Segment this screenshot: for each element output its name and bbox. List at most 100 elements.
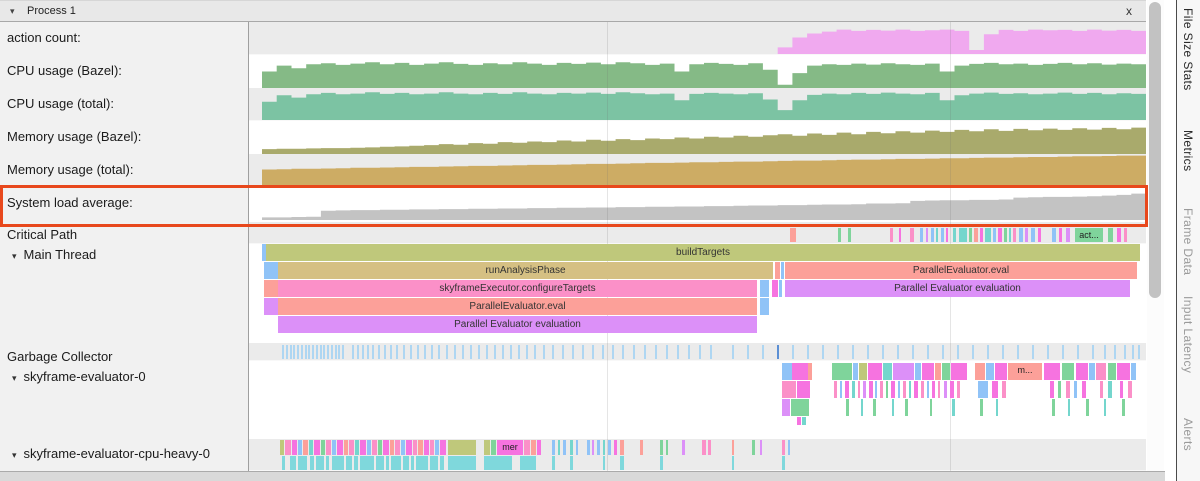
evaluator0-slice[interactable] xyxy=(791,399,809,416)
evaluator0-slice[interactable] xyxy=(1076,363,1088,380)
gc-tick[interactable] xyxy=(543,345,545,359)
gc-tick[interactable] xyxy=(602,345,604,359)
cpu-heavy-slice[interactable] xyxy=(332,456,344,470)
critical-path-slice[interactable] xyxy=(1052,228,1056,242)
cpu-heavy-slice[interactable] xyxy=(378,440,382,455)
gc-tick[interactable] xyxy=(852,345,854,359)
cpu-heavy-slice[interactable] xyxy=(360,440,366,455)
evaluator0-slice[interactable] xyxy=(1122,399,1125,416)
gc-tick[interactable] xyxy=(987,345,989,359)
gc-tick[interactable] xyxy=(837,345,839,359)
evaluator0-slice[interactable] xyxy=(782,363,792,380)
cpu-heavy-slice[interactable] xyxy=(708,440,711,455)
critical-path-slice[interactable] xyxy=(1004,228,1007,242)
gc-tick[interactable] xyxy=(417,345,419,359)
evaluator0-slice[interactable] xyxy=(1086,399,1089,416)
evaluator0-slice[interactable] xyxy=(909,381,911,398)
cpu-heavy-slice[interactable] xyxy=(640,440,643,455)
cpu-heavy-slice[interactable] xyxy=(587,440,590,455)
cpu-heavy-slice[interactable] xyxy=(298,440,302,455)
gc-tick[interactable] xyxy=(592,345,594,359)
cpu-heavy-slice[interactable] xyxy=(430,456,438,470)
cpu-heavy-slice[interactable] xyxy=(367,440,371,455)
gc-tick[interactable] xyxy=(323,345,325,359)
cpu-heavy-slice[interactable] xyxy=(760,440,762,455)
evaluator0-slice[interactable] xyxy=(922,363,934,380)
gc-tick[interactable] xyxy=(372,345,374,359)
gc-tick[interactable] xyxy=(470,345,472,359)
gc-tick[interactable] xyxy=(338,345,340,359)
evaluator0-track[interactable]: m... xyxy=(249,361,1146,439)
gc-tick[interactable] xyxy=(699,345,701,359)
evaluator0-slice[interactable] xyxy=(880,381,883,398)
gc-tick[interactable] xyxy=(301,345,303,359)
critical-path-chip[interactable]: act... xyxy=(1075,228,1103,242)
critical-path-slice[interactable] xyxy=(993,228,996,242)
evaluator0-slice[interactable] xyxy=(1050,381,1054,398)
cpu-heavy-slice[interactable] xyxy=(788,440,790,455)
gc-tick[interactable] xyxy=(677,345,679,359)
gc-tick[interactable] xyxy=(526,345,528,359)
evaluator0-slice[interactable] xyxy=(914,381,918,398)
cpu-heavy-slice[interactable] xyxy=(376,456,384,470)
evaluator0-slice[interactable] xyxy=(932,381,935,398)
evaluator0-slice[interactable] xyxy=(845,381,849,398)
cpu-heavy-slice[interactable] xyxy=(752,440,755,455)
gc-tick[interactable] xyxy=(1138,345,1140,359)
cpu-heavy-slice[interactable] xyxy=(360,456,374,470)
cpu-heavy-slice[interactable] xyxy=(303,440,308,455)
evaluator0-slice[interactable] xyxy=(898,381,900,398)
gc-tick[interactable] xyxy=(688,345,690,359)
cpu-heavy-slice[interactable] xyxy=(349,440,354,455)
evaluator0-slice[interactable] xyxy=(852,381,855,398)
evaluator0-slice[interactable] xyxy=(1062,363,1074,380)
flame-bar[interactable]: runAnalysisPhase xyxy=(278,262,773,279)
gc-tick[interactable] xyxy=(403,345,405,359)
cpu-heavy-slice[interactable] xyxy=(401,440,405,455)
critical-path-slice[interactable] xyxy=(969,228,972,242)
gc-tick[interactable] xyxy=(1124,345,1126,359)
cpu-heavy-slice[interactable] xyxy=(314,440,320,455)
evaluator0-slice[interactable] xyxy=(942,363,950,380)
cpu-heavy-slice[interactable] xyxy=(524,440,530,455)
flame-bar[interactable]: ParallelEvaluator.eval xyxy=(785,262,1137,279)
cpu-heavy-slice[interactable] xyxy=(346,456,352,470)
gc-tick[interactable] xyxy=(282,345,284,359)
evaluator0-slice[interactable] xyxy=(846,399,849,416)
cpu-heavy-slice[interactable] xyxy=(282,456,285,470)
gc-tick[interactable] xyxy=(478,345,480,359)
cpu-heavy-slice[interactable] xyxy=(782,456,785,470)
critical-path-slice[interactable] xyxy=(941,228,944,242)
cpu-heavy-slice[interactable] xyxy=(558,440,560,455)
critical-path-slice[interactable] xyxy=(790,228,796,242)
evaluator0-slice[interactable] xyxy=(808,363,812,380)
flame-bar[interactable]: Parallel Evaluator evaluation xyxy=(785,280,1130,297)
cpu-heavy-slice[interactable] xyxy=(660,456,663,470)
gc-tick[interactable] xyxy=(666,345,668,359)
main-thread-track[interactable]: buildTargets runAnalysisPhase ParallelEval… xyxy=(249,244,1146,334)
evaluator0-slice[interactable] xyxy=(1108,363,1116,380)
gc-tick[interactable] xyxy=(897,345,899,359)
gc-tick[interactable] xyxy=(367,345,369,359)
gc-tick[interactable] xyxy=(352,345,354,359)
flame-bar[interactable]: buildTargets xyxy=(266,244,1140,261)
evaluator0-slice[interactable] xyxy=(944,381,947,398)
critical-path-slice[interactable] xyxy=(899,228,901,242)
gc-tick[interactable] xyxy=(655,345,657,359)
gc-tick[interactable] xyxy=(867,345,869,359)
gc-tick[interactable] xyxy=(510,345,512,359)
evaluator0-slice[interactable] xyxy=(995,363,1007,380)
cpu-usage-total-chart[interactable] xyxy=(249,88,1146,121)
cpu-usage-bazel-chart[interactable] xyxy=(249,55,1146,88)
evaluator0-slice[interactable] xyxy=(927,381,929,398)
gc-tick[interactable] xyxy=(1047,345,1049,359)
gc-tick[interactable] xyxy=(732,345,734,359)
cpu-heavy-slice[interactable] xyxy=(614,440,617,455)
critical-path-slice[interactable] xyxy=(998,228,1002,242)
collapse-evaluator0-icon[interactable]: ▾ xyxy=(12,373,17,383)
critical-path-slice[interactable] xyxy=(980,228,983,242)
gc-tick[interactable] xyxy=(384,345,386,359)
gc-tick[interactable] xyxy=(633,345,635,359)
tab-alerts[interactable]: Alerts xyxy=(1181,418,1195,452)
memory-usage-total-chart[interactable] xyxy=(249,154,1146,187)
